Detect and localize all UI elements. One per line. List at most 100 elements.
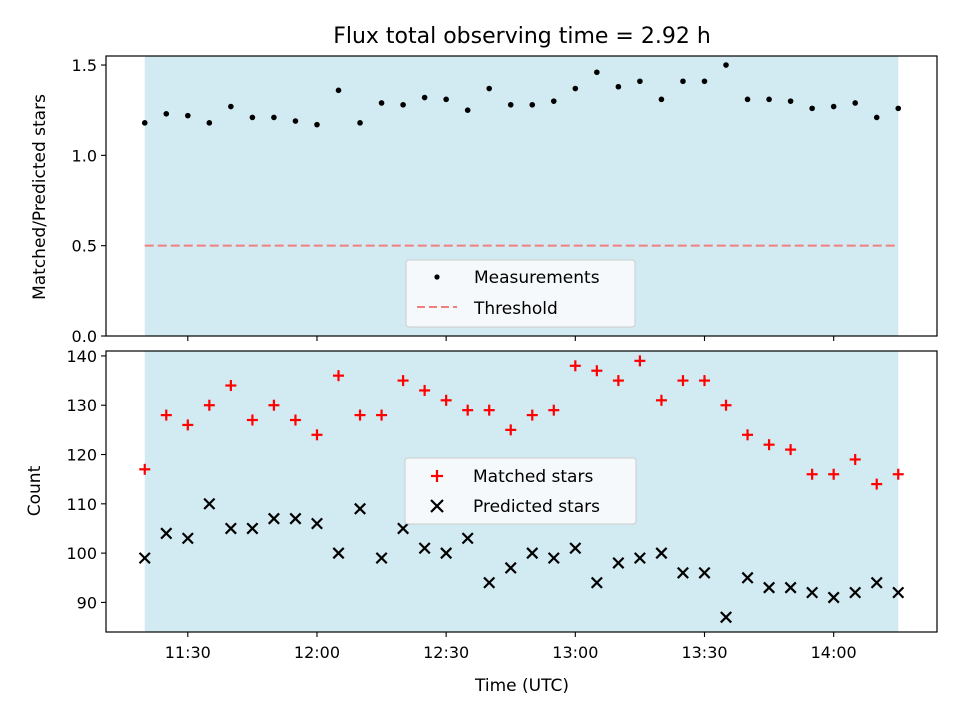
predicted-star-point xyxy=(461,532,474,545)
matched-star-point xyxy=(505,424,517,436)
matched-star-point xyxy=(698,375,710,387)
x-axis-label: Time (UTC) xyxy=(474,676,569,696)
matched-star-point xyxy=(526,409,538,421)
measurement-point xyxy=(507,101,514,108)
top-y-axis-label: Matched/Predicted stars xyxy=(30,94,50,300)
bottom-xtick-label: 14:00 xyxy=(811,643,857,662)
top-ytick-label: 0.5 xyxy=(72,237,97,256)
legend-threshold-label: Threshold xyxy=(473,299,558,319)
bottom-x-ticks: 11:30 12:00 12:30 13:00 13:30 14:00 xyxy=(165,632,857,662)
matched-star-point xyxy=(268,399,280,411)
bottom-legend: Matched stars Predicted stars xyxy=(404,457,637,525)
measurement-point xyxy=(594,69,600,76)
predicted-star-point xyxy=(267,512,280,525)
matched-star-point xyxy=(569,360,581,372)
predicted-star-point xyxy=(569,542,582,555)
top-ytick-label: 1.0 xyxy=(72,146,97,165)
bottom-xtick-label: 11:30 xyxy=(165,643,211,662)
legend-predicted-marker xyxy=(430,499,444,513)
predicted-star-point xyxy=(440,547,453,560)
predicted-star-point xyxy=(720,611,732,624)
matched-star-point xyxy=(548,404,560,416)
matched-star-point xyxy=(828,468,840,480)
top-legend-box xyxy=(405,259,636,328)
measurement-point xyxy=(680,78,686,85)
measurement-point xyxy=(658,96,665,103)
measurement-point xyxy=(141,120,148,126)
top-ytick-label: 1.5 xyxy=(72,56,97,75)
measurement-point xyxy=(723,62,729,68)
predicted-star-point xyxy=(806,586,819,599)
matched-star-point xyxy=(419,384,431,396)
measurement-point xyxy=(228,103,234,110)
measurement-point xyxy=(357,120,363,126)
matched-star-point xyxy=(591,365,603,377)
top-x-ticks xyxy=(187,336,835,341)
predicted-star-point xyxy=(870,576,883,589)
bottom-xtick-label: 12:30 xyxy=(423,643,469,662)
predicted-star-point xyxy=(160,527,173,540)
star-count-points xyxy=(138,355,905,624)
top-ytick-label: 0.0 xyxy=(72,327,97,346)
bottom-xtick-label: 13:00 xyxy=(552,643,598,662)
bottom-xtick-label: 12:00 xyxy=(294,643,340,662)
top-panel: 0.0 0.5 1.0 1.5 Matched/Predicted stars Mea… xyxy=(30,55,938,346)
predicted-star-point xyxy=(138,552,151,565)
top-legend: Measurements Threshold xyxy=(405,259,636,328)
legend-measurements-marker xyxy=(434,274,440,280)
bottom-ytick-label: 120 xyxy=(66,446,97,465)
matched-star-point xyxy=(677,375,689,387)
matched-star-point xyxy=(333,370,345,382)
matched-star-point xyxy=(892,468,904,480)
bottom-ytick-label: 140 xyxy=(66,347,97,366)
matched-star-point xyxy=(182,419,194,431)
legend-matched-marker xyxy=(431,470,443,482)
predicted-star-point xyxy=(526,547,539,560)
matched-star-point xyxy=(871,478,883,490)
predicted-star-point xyxy=(763,581,776,594)
measurement-point xyxy=(809,105,815,112)
measurement-point xyxy=(185,112,191,119)
predicted-star-point xyxy=(892,586,905,599)
measurement-point xyxy=(572,85,579,92)
predicted-star-point xyxy=(354,502,367,515)
matched-star-point xyxy=(806,468,818,480)
measurement-points xyxy=(141,62,902,128)
bottom-ytick-label: 110 xyxy=(66,495,97,514)
measurement-point xyxy=(249,114,256,121)
predicted-star-point xyxy=(633,552,646,565)
matched-star-point xyxy=(225,380,237,392)
measurement-point xyxy=(550,98,557,104)
measurement-point xyxy=(314,121,320,128)
matched-star-point xyxy=(742,429,754,441)
matched-star-point xyxy=(655,394,667,406)
predicted-star-point xyxy=(246,522,259,535)
matched-star-point xyxy=(376,409,388,421)
matched-star-point xyxy=(483,404,495,416)
measurement-point xyxy=(206,120,213,126)
predicted-star-point xyxy=(784,581,797,594)
bottom-xtick-label: 13:30 xyxy=(681,643,727,662)
predicted-star-point xyxy=(418,542,431,555)
bottom-legend-box xyxy=(404,457,637,525)
measurement-point xyxy=(163,111,170,117)
top-y-ticks: 0.0 0.5 1.0 1.5 xyxy=(72,56,106,346)
measurement-point xyxy=(400,101,406,108)
measurement-point xyxy=(701,78,708,85)
bottom-ytick-label: 130 xyxy=(66,396,97,415)
predicted-star-point xyxy=(849,586,862,599)
bottom-axes-frame xyxy=(105,350,938,633)
predicted-star-point xyxy=(224,522,237,535)
measurement-point xyxy=(529,101,536,108)
matched-star-point xyxy=(139,463,151,475)
predicted-star-point xyxy=(483,576,496,589)
matched-star-point xyxy=(634,355,646,367)
predicted-star-point xyxy=(655,547,668,560)
measurement-point xyxy=(421,94,428,101)
matched-star-point xyxy=(612,375,624,387)
matched-star-point xyxy=(849,453,861,465)
legend-predicted-label: Predicted stars xyxy=(473,497,600,517)
top-axes-frame xyxy=(105,55,938,337)
measurement-point xyxy=(292,118,299,124)
